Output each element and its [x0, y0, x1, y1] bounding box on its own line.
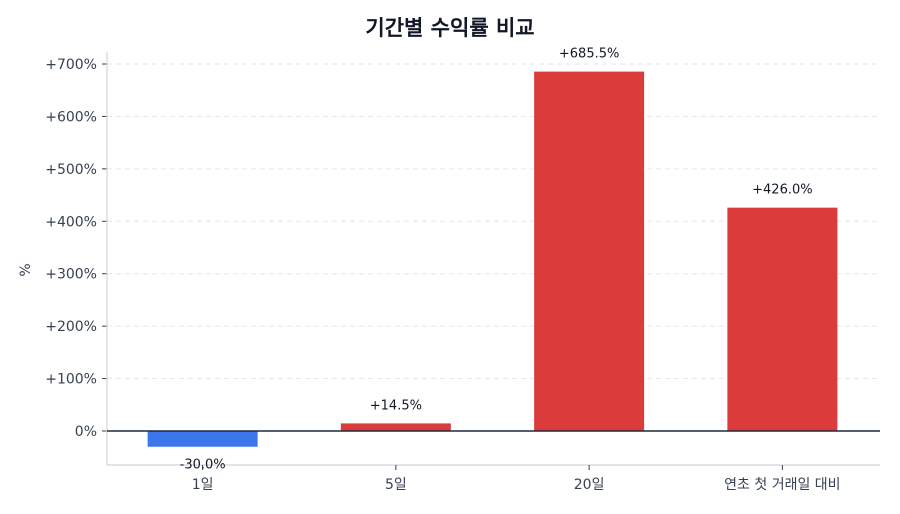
chart-title: 기간별 수익률 비교 — [365, 16, 535, 40]
y-tick-label: +400% — [45, 214, 97, 230]
bar — [534, 71, 645, 431]
bar-value-label: +14.5% — [370, 398, 422, 413]
bars — [147, 71, 838, 447]
bar-value-label: -30.0% — [180, 458, 226, 473]
value-labels: -30.0% +14.5% +685.5% +426.0% — [180, 47, 813, 473]
bar — [147, 431, 258, 447]
y-tick-label: +500% — [45, 162, 97, 178]
y-tick-label: +200% — [45, 319, 97, 335]
bar — [727, 207, 838, 431]
x-tick-label: 20일 — [574, 477, 605, 493]
bar-value-label: +426.0% — [752, 183, 812, 198]
x-axis-ticks: 1일 5일 20일 연초 첫 거래일 대비 — [192, 465, 841, 493]
x-tick-label: 연초 첫 거래일 대비 — [724, 477, 840, 493]
bar-value-label: +685.5% — [559, 47, 619, 62]
bar — [340, 423, 451, 431]
y-tick-label: +600% — [45, 109, 97, 125]
x-tick-label: 1일 — [192, 477, 214, 493]
y-axis-ticks: 0% +100% +200% +300% +400% +500% +600% +700% — [45, 57, 107, 440]
y-tick-label: +700% — [45, 57, 97, 73]
x-tick-label: 5일 — [385, 477, 407, 493]
y-tick-label: +100% — [45, 372, 97, 388]
axes — [106, 52, 880, 466]
y-tick-label: +300% — [45, 267, 97, 283]
gridlines — [107, 63, 880, 380]
y-tick-label: 0% — [75, 424, 97, 440]
